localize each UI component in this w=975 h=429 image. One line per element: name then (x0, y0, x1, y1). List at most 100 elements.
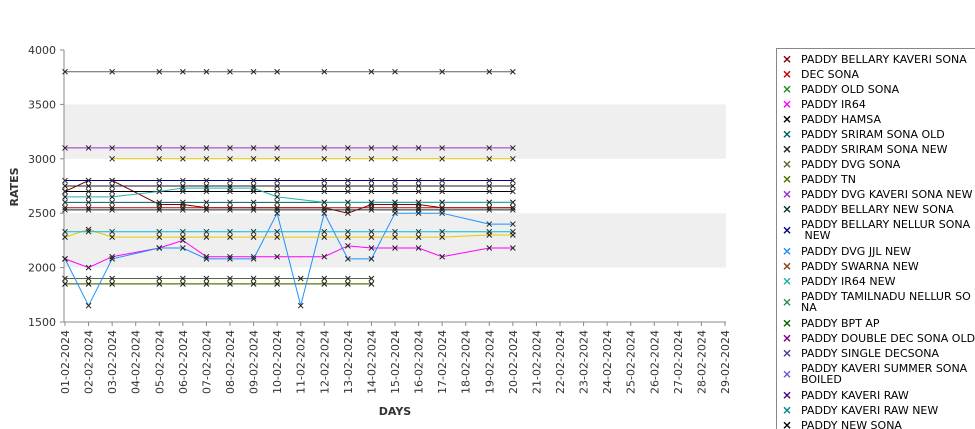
data-point (250, 183, 257, 189)
data-point (321, 228, 328, 235)
data-point (180, 199, 186, 206)
data-point (510, 199, 516, 206)
y-tick-label: 3000 (28, 153, 56, 166)
data-point (109, 275, 115, 282)
data-point (227, 177, 233, 184)
x-tick-label: 04-02-2024 (130, 330, 143, 394)
legend-marker-icon: ⨯ (781, 331, 793, 345)
data-point (227, 68, 233, 75)
data-point (109, 199, 115, 206)
data-point (274, 194, 280, 200)
data-point (62, 68, 68, 75)
data-point (156, 145, 163, 151)
data-point (345, 256, 351, 262)
x-tick-label: 09-02-2024 (248, 330, 261, 394)
x-tick-label: 03-02-2024 (106, 330, 119, 394)
data-point (297, 302, 304, 309)
legend-marker-icon: ⨯ (781, 274, 793, 288)
series-paddy-hamsa (62, 188, 516, 195)
data-point (510, 155, 516, 162)
data-point (439, 145, 445, 151)
data-point (321, 155, 328, 162)
data-point (415, 177, 422, 184)
x-tick-label: 17-02-2024 (436, 330, 449, 394)
x-tick-label: 15-02-2024 (389, 330, 402, 394)
series-dec-sona (62, 204, 516, 211)
data-point (368, 188, 375, 195)
data-point (439, 228, 445, 235)
legend-label: DEC SONA (801, 68, 859, 81)
data-point (439, 188, 445, 195)
data-point (368, 204, 375, 211)
data-point (227, 199, 233, 206)
data-point (345, 199, 351, 206)
data-point (62, 281, 68, 287)
legend-marker-icon: ⨯ (781, 403, 793, 417)
data-point (368, 256, 375, 262)
data-point (203, 185, 210, 192)
data-point (368, 145, 375, 151)
x-axis: 01-02-2024 02-02-2024 03-02-2024 04-02-2024… (59, 321, 732, 394)
data-point (62, 188, 68, 195)
data-point (85, 177, 92, 184)
legend-marker-icon: ⨯ (781, 157, 793, 171)
data-point (227, 155, 233, 162)
legend-label: PADDY BELLARY NEW SONA (801, 203, 954, 216)
data-point (439, 155, 445, 162)
data-point (415, 210, 422, 217)
data-point (345, 177, 351, 184)
data-point (156, 245, 163, 251)
data-point (109, 188, 115, 195)
grid-bands (64, 104, 726, 268)
data-point (156, 177, 163, 184)
legend-marker-icon: ⨯ (781, 142, 793, 156)
data-point (250, 155, 257, 162)
legend-marker-icon: ⨯ (781, 172, 793, 186)
legend-marker-icon: ⨯ (781, 244, 793, 258)
legend-marker-icon: ⨯ (781, 366, 793, 381)
legend-label: PADDY DVG JJL NEW (801, 245, 911, 258)
legend-marker-icon: ⨯ (781, 127, 793, 141)
data-point (62, 145, 68, 151)
data-point (274, 234, 280, 240)
data-point (156, 155, 163, 162)
x-tick-label: 24-02-2024 (601, 330, 614, 394)
data-point (250, 68, 257, 75)
data-point (156, 207, 163, 213)
data-point (250, 204, 257, 211)
data-point (321, 275, 328, 282)
data-point (345, 145, 351, 151)
data-point (274, 281, 280, 287)
data-point (439, 204, 445, 211)
data-point (203, 234, 210, 240)
data-point (180, 185, 186, 192)
data-point (345, 228, 351, 235)
legend-label: PADDY SWARNA NEW (801, 260, 919, 273)
data-point (227, 234, 233, 240)
data-point (109, 145, 115, 151)
data-point (156, 275, 163, 282)
data-point (180, 145, 186, 151)
data-point (227, 253, 233, 260)
data-point (227, 145, 233, 151)
data-point (274, 253, 280, 260)
data-point (439, 253, 445, 260)
data-point (392, 177, 398, 184)
data-point (368, 207, 375, 213)
data-point (180, 234, 186, 240)
data-point (109, 177, 115, 184)
legend-label: PADDY OLD SONA (801, 83, 900, 96)
data-point (415, 204, 422, 211)
data-point (180, 204, 186, 211)
x-tick-label: 21-02-2024 (530, 330, 543, 394)
data-point (510, 145, 516, 151)
x-tick-label: 27-02-2024 (672, 330, 685, 394)
x-tick-label: 11-02-2024 (295, 330, 308, 394)
data-point (321, 204, 328, 211)
legend-label: PADDY TN (801, 173, 856, 186)
data-point (203, 228, 210, 235)
legend-marker-icon: ⨯ (781, 82, 793, 96)
data-point (109, 207, 115, 213)
x-tick-label: 22-02-2024 (554, 330, 567, 394)
legend-label: PADDY BPT AP (801, 317, 880, 330)
